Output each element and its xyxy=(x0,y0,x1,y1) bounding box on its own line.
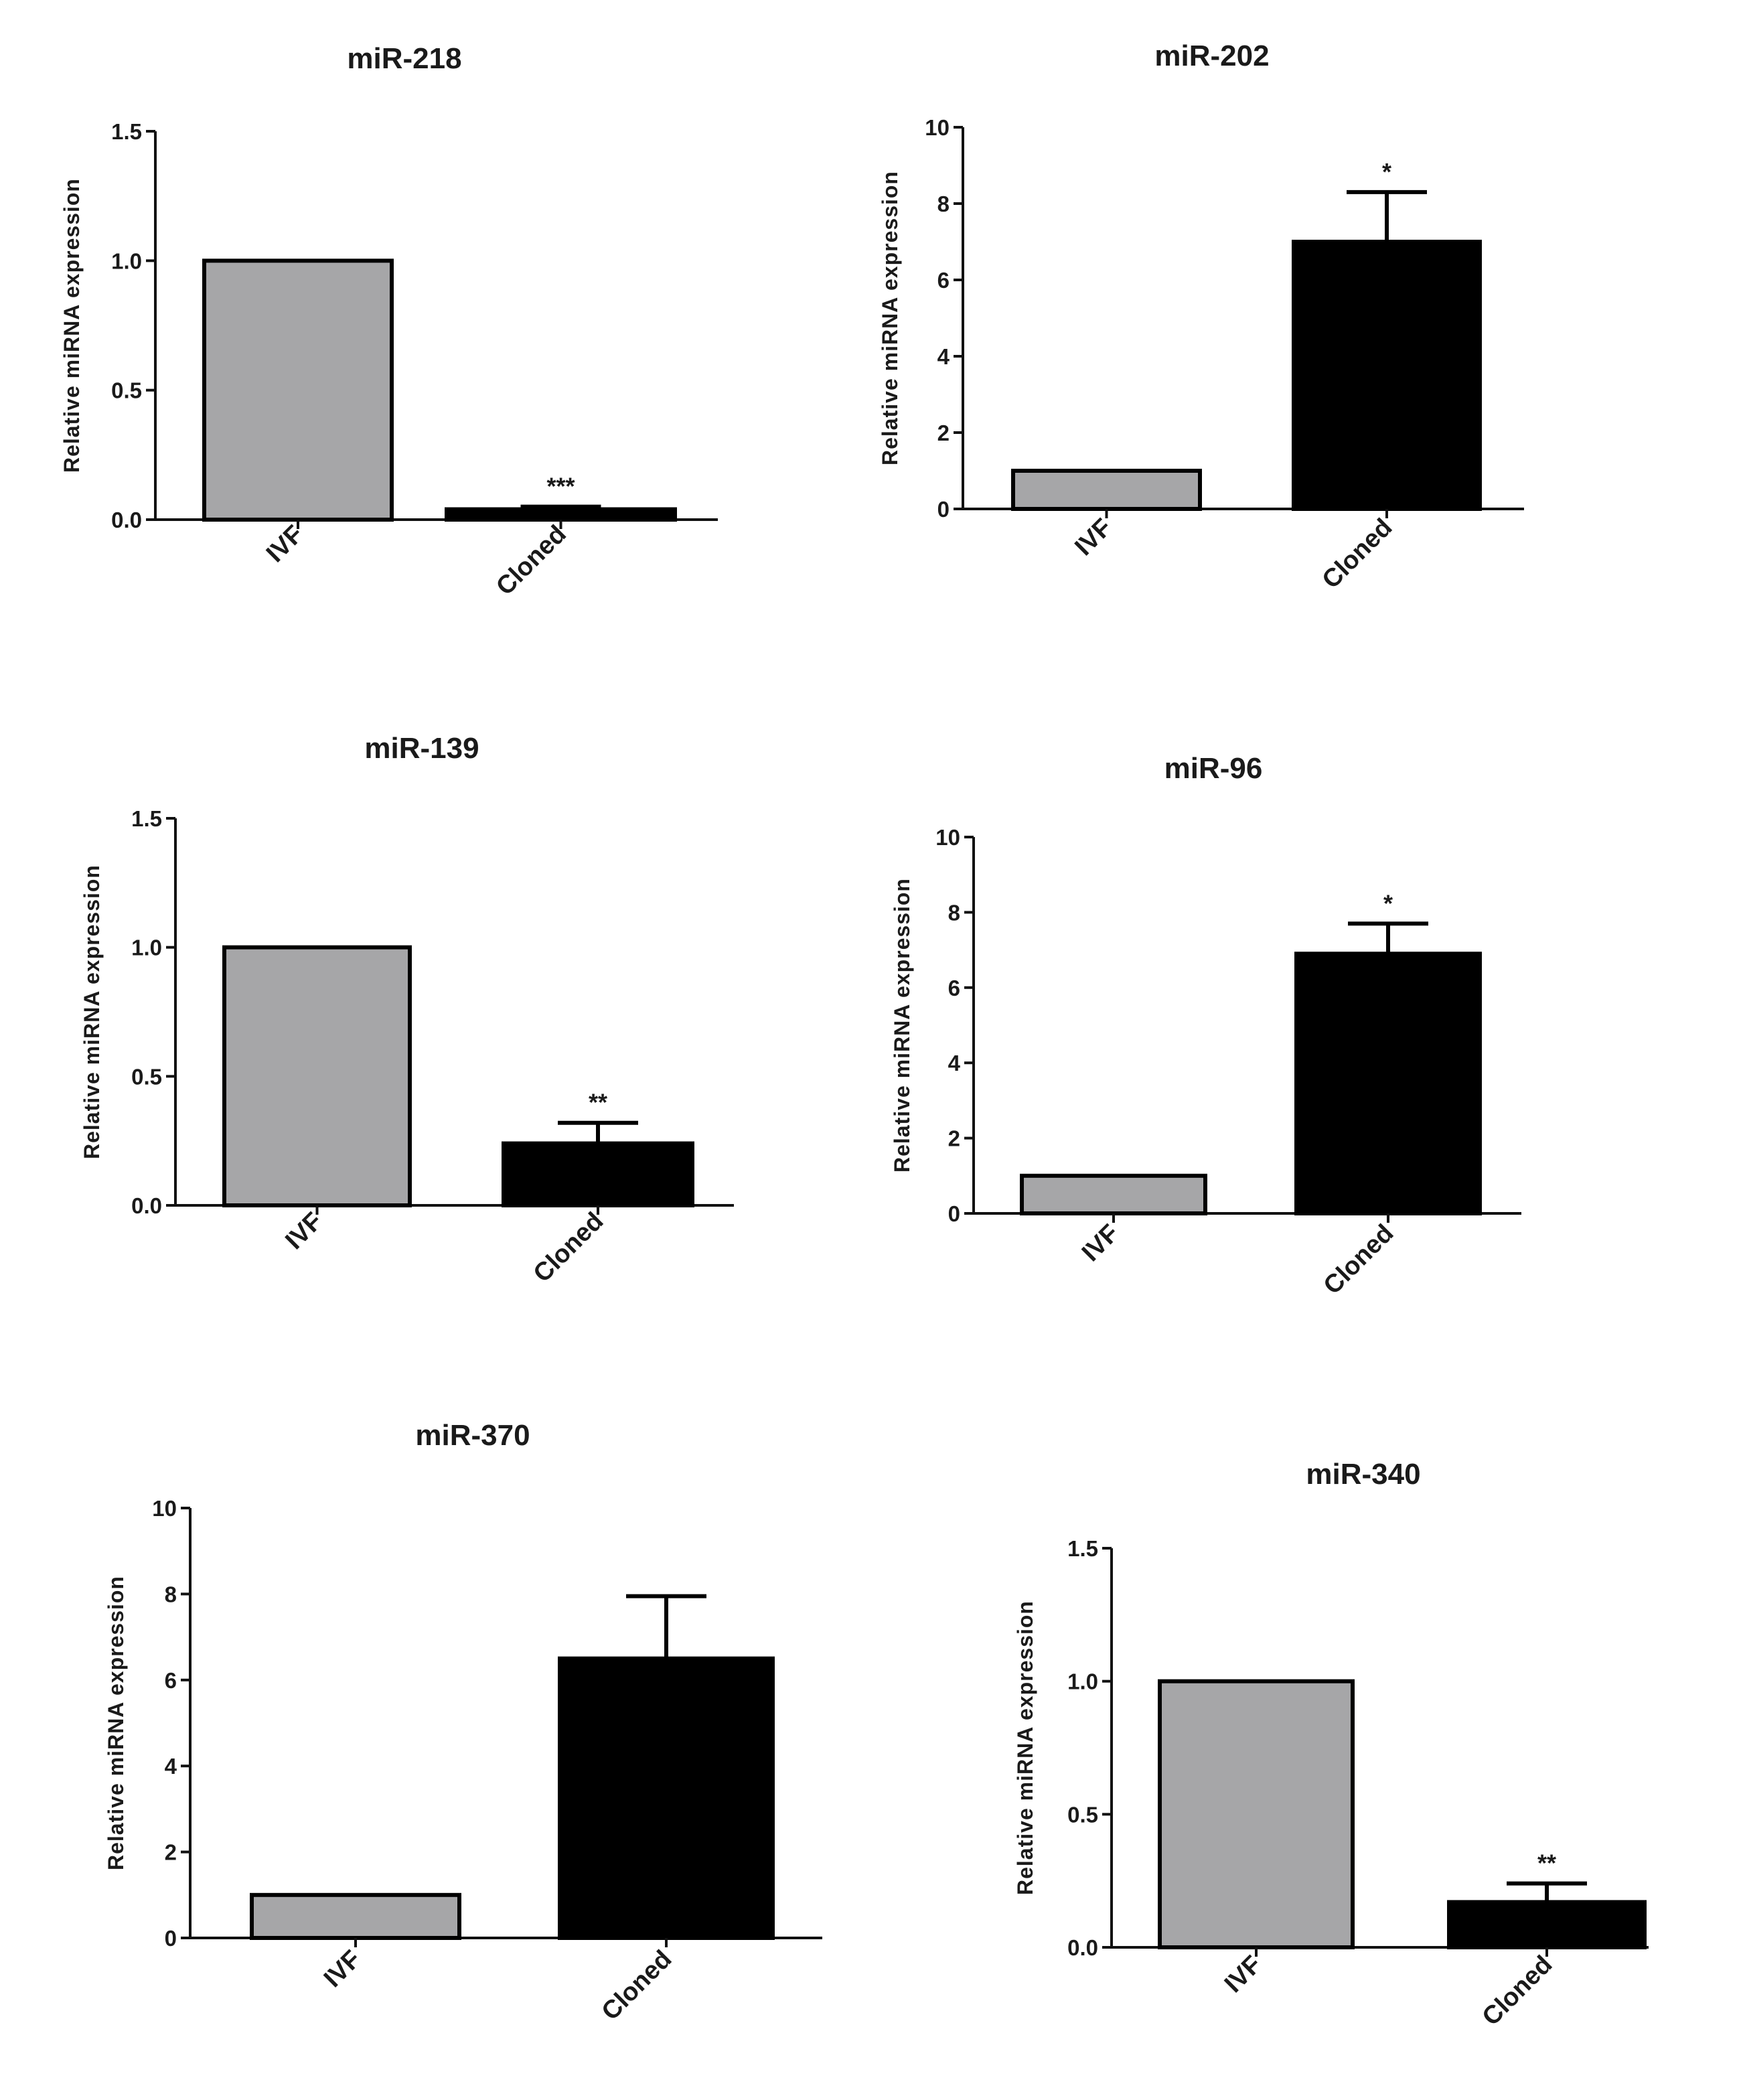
y-tick-label: 6 xyxy=(165,1668,177,1693)
bar-ivf xyxy=(202,258,394,522)
x-category-label: IVF xyxy=(1077,1219,1125,1268)
x-category-label: IVF xyxy=(1069,514,1118,562)
y-tick-label: 4 xyxy=(948,1051,961,1075)
y-tick-label: 1.0 xyxy=(1067,1669,1098,1694)
chart-panel-1: miR-218 Relative miRNA expression 0.0 0.5 1.… xyxy=(60,42,718,601)
y-tick-label: 0 xyxy=(937,497,950,522)
significance-marker: *** xyxy=(546,473,575,500)
y-tick-label: 0.0 xyxy=(1067,1935,1098,1960)
chart-title: miR-139 xyxy=(364,732,479,765)
chart-title: miR-370 xyxy=(415,1419,530,1452)
y-tick-label: 6 xyxy=(937,268,950,293)
y-axis-label: Relative miRNA expression xyxy=(1013,1600,1037,1895)
y-tick-label: 1.5 xyxy=(131,806,162,831)
chart-title: miR-340 xyxy=(1306,1458,1420,1491)
y-tick-label: 2 xyxy=(165,1840,177,1865)
bar-cloned xyxy=(502,1141,694,1208)
y-axis-label: Relative miRNA expression xyxy=(890,878,914,1173)
y-tick-label: 0.0 xyxy=(111,508,142,532)
bar-ivf xyxy=(1011,469,1202,511)
bar-cloned xyxy=(558,1656,775,1940)
y-tick-label: 4 xyxy=(937,344,950,369)
chart-panel-5: miR-370 Relative miRNA expression 0 2 4 6 8 10 I… xyxy=(104,1419,822,2026)
y-tick-label: 1.5 xyxy=(111,119,142,144)
y-axis-label: Relative miRNA expression xyxy=(104,1576,128,1870)
y-tick-label: 8 xyxy=(948,900,960,925)
x-category-label: Cloned xyxy=(491,520,572,601)
y-tick-label: 2 xyxy=(937,421,950,445)
y-tick-label: 0 xyxy=(948,1201,960,1226)
y-tick-label: 1.0 xyxy=(111,248,142,273)
y-tick-label: 8 xyxy=(165,1582,177,1606)
x-category-label: Cloned xyxy=(597,1945,678,2026)
x-category-label: IVF xyxy=(261,520,309,569)
chart-title: miR-96 xyxy=(1164,752,1263,785)
y-tick-label: 0.5 xyxy=(111,378,142,403)
chart-panel-6: miR-340 Relative miRNA expression 0.0 0.5 1.… xyxy=(1013,1458,1649,2031)
x-category-label: IVF xyxy=(319,1945,367,1994)
bar-ivf xyxy=(222,945,412,1207)
y-tick-label: 0.0 xyxy=(131,1193,162,1218)
significance-marker: * xyxy=(1383,889,1393,917)
x-category-label: Cloned xyxy=(1318,1219,1399,1300)
chart-panel-4: miR-96 Relative miRNA expression 0 2 4 6 8 10 IV… xyxy=(890,752,1521,1300)
y-tick-label: 10 xyxy=(935,825,960,850)
y-tick-label: 8 xyxy=(937,192,950,216)
chart-title: miR-202 xyxy=(1154,40,1269,72)
bar-cloned xyxy=(445,507,677,522)
bar-ivf xyxy=(1158,1679,1355,1950)
x-category-label: IVF xyxy=(280,1207,328,1256)
bar-ivf xyxy=(250,1892,461,1941)
y-axis-label: Relative miRNA expression xyxy=(60,178,84,473)
x-category-label: Cloned xyxy=(1477,1951,1558,2032)
y-axis-label: Relative miRNA expression xyxy=(878,171,902,465)
y-tick-label: 10 xyxy=(925,115,950,140)
chart-title: miR-218 xyxy=(347,42,461,75)
bar-cloned xyxy=(1447,1900,1647,1950)
y-tick-label: 0.5 xyxy=(131,1064,162,1089)
y-tick-label: 10 xyxy=(152,1496,177,1521)
x-category-label: IVF xyxy=(1219,1951,1268,1999)
y-tick-label: 4 xyxy=(165,1754,177,1779)
bar-ivf xyxy=(1020,1173,1207,1216)
x-category-label: Cloned xyxy=(528,1207,609,1288)
significance-marker: ** xyxy=(1537,1850,1556,1877)
chart-panel-3: miR-139 Relative miRNA expression 0.0 0.5 1.… xyxy=(80,732,734,1288)
y-tick-label: 1.0 xyxy=(131,935,162,960)
y-axis-label: Relative miRNA expression xyxy=(80,865,104,1159)
significance-marker: * xyxy=(1382,158,1391,185)
y-tick-label: 0 xyxy=(165,1926,177,1951)
significance-marker: ** xyxy=(589,1089,607,1116)
bar-cloned xyxy=(1292,240,1482,511)
y-tick-label: 2 xyxy=(948,1126,960,1151)
chart-panel-2: miR-202 Relative miRNA expression 0 2 4 6 8 10 I… xyxy=(878,40,1524,594)
bar-cloned xyxy=(1294,952,1482,1215)
y-tick-label: 6 xyxy=(948,976,960,1000)
x-category-label: Cloned xyxy=(1317,514,1398,595)
y-tick-label: 1.5 xyxy=(1067,1536,1098,1561)
y-tick-label: 0.5 xyxy=(1067,1802,1098,1827)
